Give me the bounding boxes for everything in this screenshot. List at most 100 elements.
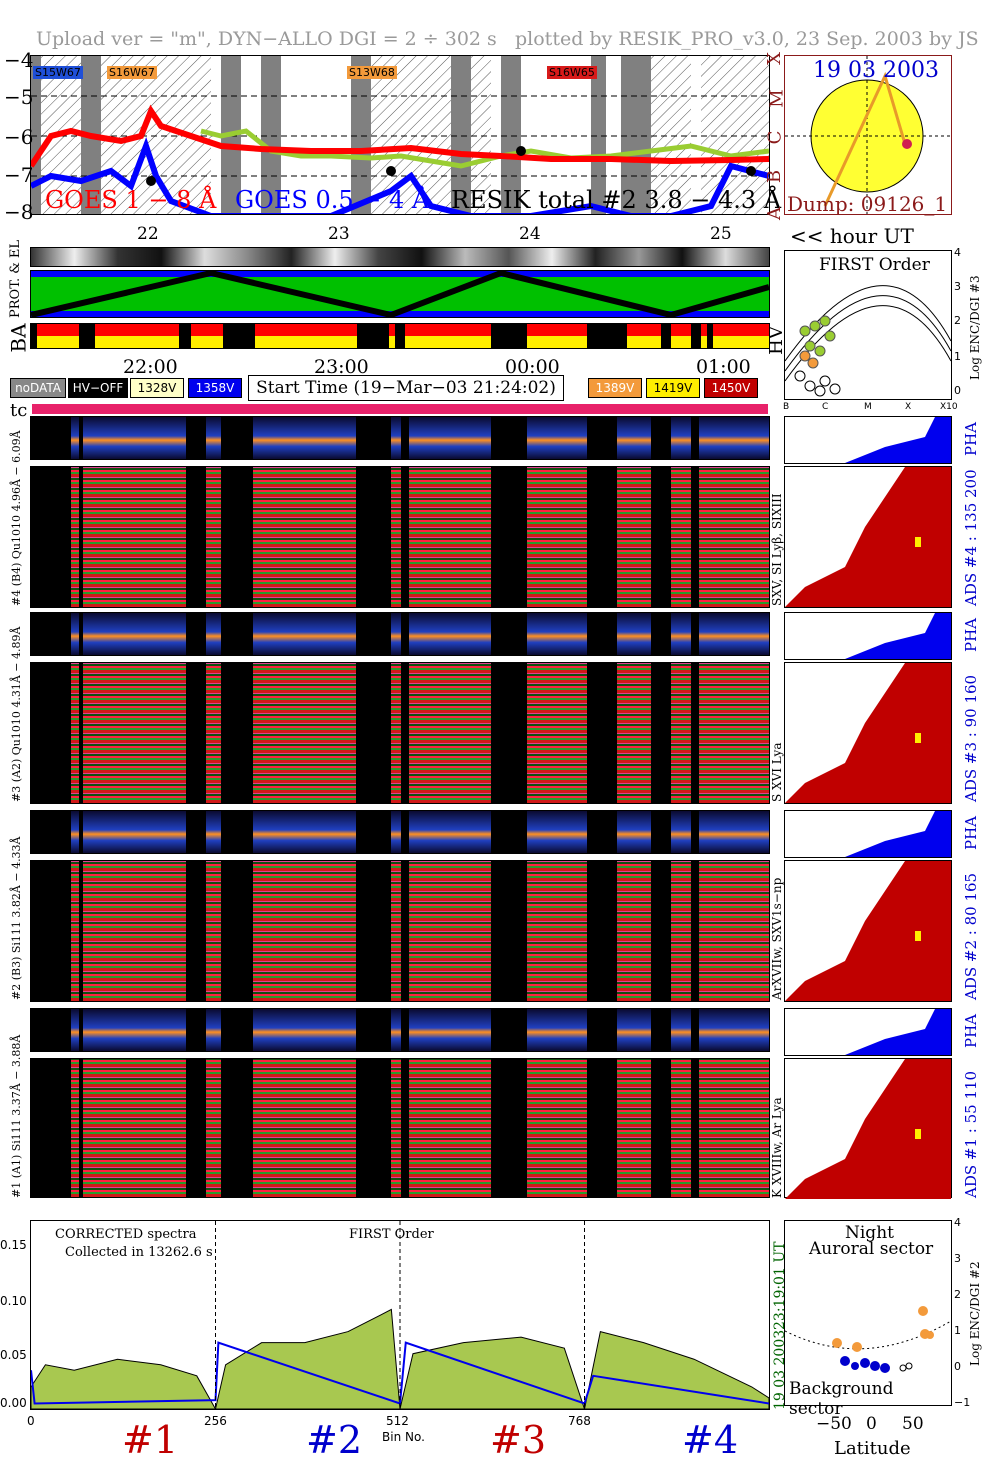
spec-xlabel: Bin No.: [382, 1430, 425, 1444]
fo-ytick-0: 0: [954, 384, 961, 397]
orbit-label-3: S13W68: [347, 66, 397, 79]
pha-strip: [30, 416, 770, 460]
lat-xlabel: Latitude: [834, 1438, 911, 1459]
legend-goes-long: GOES 1 − 8 Å: [45, 186, 217, 214]
legend-1358v: 1358V: [188, 378, 242, 398]
lat-ytick-m1: −1: [954, 1396, 971, 1409]
legend-1328v: 1328V: [130, 378, 184, 398]
time-tick-3: 00:00: [505, 356, 560, 378]
ads-profile: [784, 860, 952, 1002]
lat-xtick-m50: −50: [816, 1414, 852, 1434]
ba-bar: [30, 323, 770, 349]
first-order-ylabel: Log ENC/DGI #3: [968, 275, 982, 380]
day-tick-22: 22: [137, 224, 159, 244]
spec-ytick-2: 0.10: [0, 1294, 27, 1308]
fo-xtick-c: C: [822, 402, 829, 412]
ads-profile: [784, 1058, 952, 1199]
spectrum-corrected: [31, 1308, 769, 1409]
section-4: #4: [682, 1418, 739, 1462]
first-order-panel: FIRST Order: [784, 250, 952, 400]
spec-ytick-4: 0.00: [0, 1396, 27, 1410]
fo-xtick-m: M: [864, 402, 872, 412]
sun-date: 19 03 2003: [813, 58, 939, 83]
lat-xtick-0: 0: [866, 1414, 877, 1434]
spectrum-note-2: Collected in 13262.6 s: [65, 1245, 213, 1260]
pha-label: PHA: [962, 617, 980, 652]
spectrum-plot: [31, 1221, 769, 1409]
goes-long-curve: [31, 104, 769, 168]
channel-label: #1 (A1) Si111 3.37Å − 3.88Å: [10, 1034, 23, 1198]
sun-panel: 19 03 2003 Dump: 09126_1: [784, 55, 952, 216]
channel-label: #2 (B3) Si111 3.82Å − 4.33Å: [10, 836, 23, 1000]
day-tick-24: 24: [519, 224, 541, 244]
day-tick-25: 25: [710, 224, 732, 244]
pha-label: PHA: [962, 421, 980, 456]
legend-start-time: Start Time (19−Mar−03 21:24:02): [248, 375, 564, 401]
fo-ytick-2: 2: [954, 314, 961, 327]
lat-ytick-4: 4: [954, 1216, 961, 1229]
ads-profile: [784, 466, 952, 608]
spectrum-order: FIRST Order: [349, 1227, 434, 1242]
fo-ytick-4: 4: [954, 246, 961, 259]
status-strip-top: [30, 247, 770, 267]
line-label: SXV, SI Lyβ, SIXIII: [770, 493, 784, 606]
line-label: S XVI Lya: [770, 742, 784, 803]
ads-heatmap: [30, 662, 770, 804]
ba-label: BA: [6, 323, 31, 353]
spec-xtick-512: 512: [386, 1414, 409, 1428]
time-tick-2: 23:00: [314, 356, 369, 378]
spectrum-panel: CORRECTED spectra Collected in 13262.6 s…: [30, 1220, 770, 1410]
goes-short-curve: [31, 137, 769, 214]
legend-1389v: 1389V: [588, 378, 642, 398]
section-2: #2: [306, 1418, 363, 1462]
fo-ytick-1: 1: [954, 350, 961, 363]
goes-night-band: [651, 56, 691, 214]
goes-plot: [31, 56, 769, 214]
prot-el-label: PROT. & EL: [8, 239, 23, 318]
pha-strip: [30, 612, 770, 656]
pha-profile: [784, 810, 952, 858]
ads-label: ADS #2 : 80 165: [962, 872, 980, 1000]
lat-bottom: Background sector: [789, 1379, 894, 1419]
goes-night-band: [701, 56, 769, 214]
line-label: K XVIIIw, Ar Lya: [770, 1097, 784, 1198]
latitude-panel: Night Auroral sector Background sector: [784, 1220, 952, 1419]
channel-label: #4 (B4) Qu1010 4.96Å − 6.09Å: [10, 430, 23, 606]
ads-heatmap: [30, 860, 770, 1002]
spec-xtick-256: 256: [204, 1414, 227, 1428]
lat-ytick-2: 2: [954, 1288, 961, 1301]
line-label: ArXVIIw, SXV1s−np: [770, 877, 784, 1000]
class-c: C: [764, 130, 786, 145]
pha-label: PHA: [962, 815, 980, 850]
goes-ytick-2: −5: [4, 85, 34, 109]
class-a: A: [764, 207, 785, 220]
pha-label: PHA: [962, 1013, 980, 1048]
time-tick-4: 01:00: [696, 356, 751, 378]
lat-xtick-50: 50: [902, 1414, 924, 1434]
pha-profile: [784, 612, 952, 660]
fo-xtick-b: B: [783, 402, 790, 412]
class-b: B: [764, 169, 786, 184]
day-tick-23: 23: [328, 224, 350, 244]
pha-strip: [30, 810, 770, 854]
section-1: #1: [122, 1418, 179, 1462]
sun-dump: Dump: 09126_1: [787, 192, 948, 216]
ads-label: ADS #4 : 135 200: [962, 469, 980, 606]
legend-nodata: noDATA: [10, 378, 66, 398]
fo-xtick-x10: X10: [940, 402, 958, 412]
tc-bar: [32, 404, 768, 414]
fo-ytick-3: 3: [954, 280, 961, 293]
hv-label: HV: [765, 326, 787, 355]
goes-ytick-5: −8: [4, 200, 34, 224]
goes-ytick-1: −4: [4, 48, 34, 72]
legend-1419v: 1419V: [646, 378, 700, 398]
orbit-label-2: S16W67: [107, 66, 157, 79]
legend-hvoff: HV−OFF: [68, 378, 128, 398]
hour-ut-label: << hour UT: [790, 224, 914, 248]
spec-ytick-1: 0.15: [0, 1238, 27, 1252]
goes-night-band: [31, 56, 41, 214]
pha-profile: [784, 416, 952, 464]
goes-night-band: [621, 56, 651, 214]
spec-xtick-0: 0: [27, 1414, 35, 1428]
lat-ytick-1: 1: [954, 1324, 961, 1337]
